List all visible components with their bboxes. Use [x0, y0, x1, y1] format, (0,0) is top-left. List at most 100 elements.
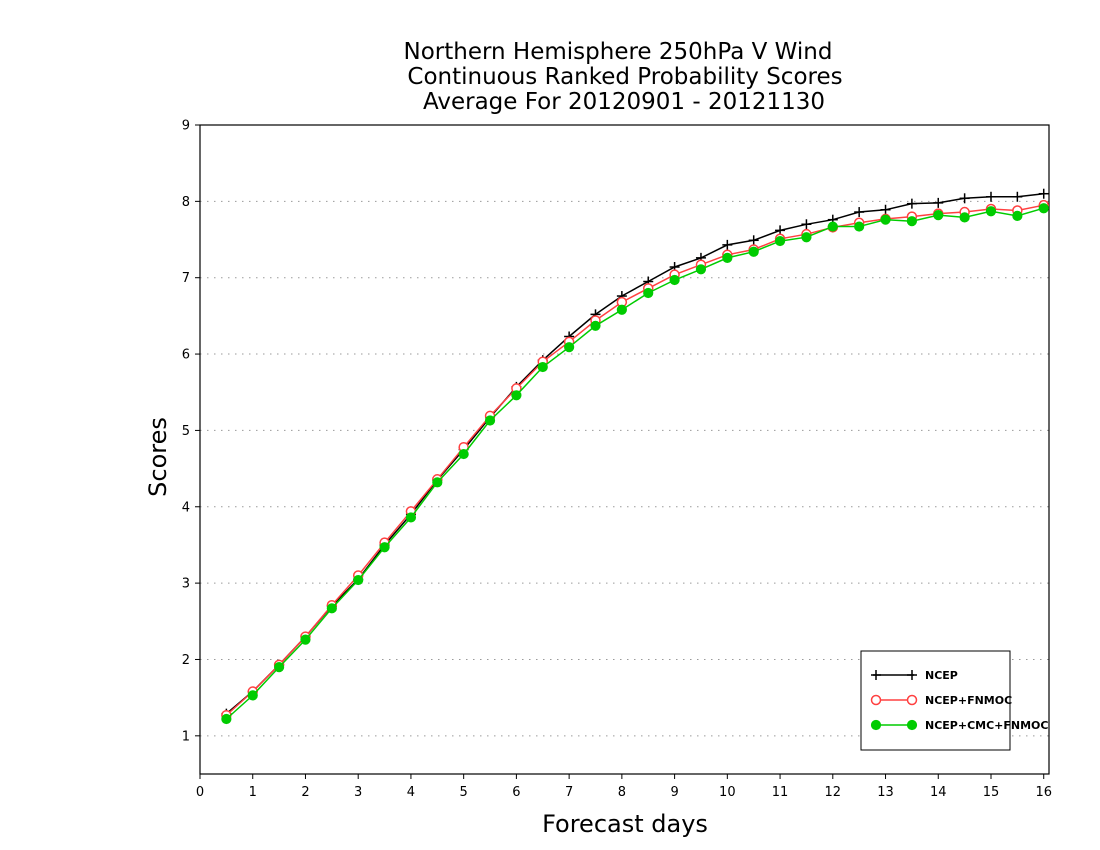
data-point [616, 304, 627, 315]
title-line-2: Continuous Ranked Probability Scores [407, 64, 842, 90]
data-point [300, 634, 311, 645]
x-tick-label: 3 [354, 785, 362, 800]
data-point [827, 221, 838, 232]
x-tick-label: 14 [930, 785, 947, 800]
x-tick-label: 15 [983, 785, 1000, 800]
data-point [695, 264, 707, 275]
data-point [985, 206, 997, 217]
y-tick-label: 5 [182, 424, 190, 439]
data-point [379, 542, 390, 553]
title-line-3: Average For 20120901 - 20121130 [423, 89, 825, 115]
data-point [722, 239, 733, 250]
x-axis-ticks: 0 1 2 3 4 5 6 7 8 9 10 11 12 13 14 15 16 [196, 774, 1052, 800]
data-point [933, 197, 944, 208]
data-point [1012, 191, 1023, 202]
data-point [906, 216, 917, 227]
y-axis-ticks: 1 2 3 4 5 6 7 8 9 [182, 119, 200, 744]
data-point [801, 219, 812, 230]
data-point [643, 287, 654, 299]
x-tick-label: 4 [407, 785, 415, 800]
x-axis-label: Forecast days [542, 810, 708, 838]
data-point [880, 214, 891, 225]
series-layer [221, 188, 1049, 725]
x-tick-label: 16 [1035, 785, 1052, 800]
x-tick-label: 7 [565, 785, 573, 800]
legend: NCEP NCEP+FNMOC NCEP+CMC+FNMOC [860, 650, 1048, 751]
gridlines [200, 124, 1049, 737]
data-point [484, 415, 496, 426]
legend-box [860, 650, 1011, 751]
y-axis-label: Scores [144, 417, 172, 497]
data-point [985, 191, 996, 202]
legend-label: NCEP+CMC+FNMOC [925, 719, 1048, 732]
legend-marker [870, 719, 882, 731]
x-tick-label: 12 [825, 785, 842, 800]
data-point [801, 232, 812, 243]
series-2 [221, 203, 1049, 725]
x-tick-label: 10 [719, 785, 736, 800]
data-point [933, 209, 944, 221]
y-tick-label: 2 [182, 653, 190, 668]
data-point [405, 512, 417, 523]
series-0 [221, 188, 1049, 719]
data-point [511, 390, 522, 401]
x-tick-label: 13 [877, 785, 894, 800]
data-point [247, 690, 258, 701]
legend-label: NCEP+FNMOC [925, 694, 1012, 707]
data-point [432, 477, 443, 488]
y-tick-label: 7 [182, 271, 190, 286]
y-tick-label: 1 [182, 729, 190, 744]
legend-marker [871, 670, 881, 680]
data-point [748, 235, 759, 246]
legend-marker [906, 719, 918, 731]
data-point [353, 574, 364, 586]
data-point [1038, 203, 1049, 214]
legend-label: NCEP [925, 669, 958, 682]
legend-marker [906, 694, 918, 706]
y-tick-label: 3 [182, 577, 190, 592]
x-tick-label: 5 [460, 785, 468, 800]
legend-entry-1: NCEP+FNMOC [870, 694, 1012, 707]
series-1 [221, 199, 1049, 721]
data-point [959, 193, 970, 204]
chart-title: Northern Hemisphere 250hPa V Wind Contin… [404, 39, 843, 115]
legend-entry-2: NCEP+CMC+FNMOC [870, 719, 1048, 732]
data-point [774, 235, 786, 247]
legend-marker [907, 670, 917, 680]
x-tick-label: 8 [618, 785, 626, 800]
data-point [722, 252, 733, 263]
data-point [880, 204, 891, 215]
x-tick-label: 9 [670, 785, 678, 800]
plot-frame [199, 124, 1050, 775]
y-tick-label: 8 [182, 195, 190, 210]
y-tick-label: 4 [182, 500, 190, 515]
x-tick-label: 11 [772, 785, 789, 800]
data-point [854, 221, 865, 232]
data-point [458, 448, 469, 460]
data-point [273, 662, 285, 673]
x-tick-label: 6 [512, 785, 520, 800]
data-point [590, 320, 601, 331]
data-point [221, 713, 232, 725]
data-point [1012, 210, 1023, 221]
series-line-0 [225, 192, 1044, 715]
data-point [537, 361, 548, 373]
title-line-1: Northern Hemisphere 250hPa V Wind [404, 39, 833, 65]
legend-entry-0: NCEP [871, 669, 958, 682]
series-line-2 [225, 207, 1044, 720]
data-point [906, 198, 917, 209]
data-point [748, 246, 759, 257]
x-tick-label: 0 [196, 785, 204, 800]
x-tick-label: 2 [301, 785, 309, 800]
y-tick-label: 6 [182, 348, 190, 363]
data-point [564, 342, 575, 353]
y-tick-label: 9 [182, 119, 190, 134]
x-tick-label: 1 [249, 785, 257, 800]
legend-marker [870, 694, 882, 706]
data-point [326, 603, 337, 614]
data-point [1038, 188, 1049, 199]
series-line-1 [225, 204, 1044, 716]
data-point [959, 212, 970, 223]
data-point [854, 207, 865, 218]
